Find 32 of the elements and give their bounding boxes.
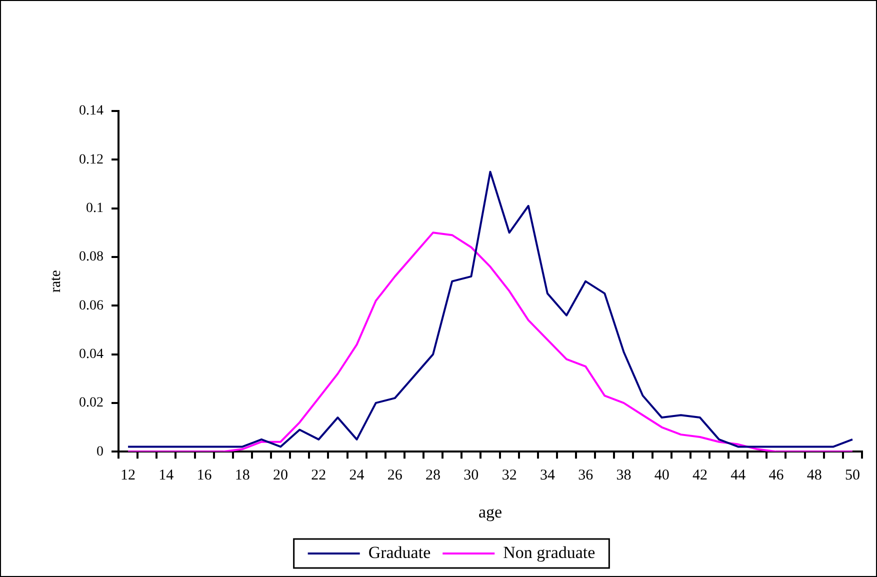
x-axis-title: age xyxy=(478,502,502,522)
x-tick-label: 18 xyxy=(234,468,250,484)
x-tick-label: 14 xyxy=(158,468,174,484)
y-tick-label: 0.06 xyxy=(79,298,104,314)
y-tick-label: 0.04 xyxy=(79,346,104,362)
x-tick-label: 34 xyxy=(540,468,556,484)
x-tick-label: 46 xyxy=(768,468,784,484)
x-tick-label: 40 xyxy=(654,468,670,484)
x-tick-label: 36 xyxy=(578,468,594,484)
legend-label: Non graduate xyxy=(503,542,596,562)
x-tick-label: 42 xyxy=(692,468,708,484)
x-tick-label: 48 xyxy=(806,468,822,484)
y-tick-label: 0.02 xyxy=(79,396,104,411)
x-tick-label: 24 xyxy=(349,468,365,484)
x-tick-label: 32 xyxy=(502,468,517,484)
legend-label: Graduate xyxy=(368,542,431,562)
y-tick-label: 0.08 xyxy=(79,250,104,265)
x-tick-label: 38 xyxy=(616,468,632,484)
x-tick-label: 20 xyxy=(273,468,288,484)
x-tick-label: 50 xyxy=(844,468,860,484)
y-tick-label: 0 xyxy=(96,444,104,460)
y-tick-label: 0.12 xyxy=(79,152,104,168)
x-tick-label: 28 xyxy=(426,468,441,484)
x-tick-label: 12 xyxy=(120,468,136,484)
x-tick-label: 26 xyxy=(387,468,403,484)
x-tick-label: 30 xyxy=(464,468,479,484)
y-tick-label: 0.1 xyxy=(86,200,104,216)
y-axis-title: rate xyxy=(48,270,64,293)
x-tick-label: 16 xyxy=(196,468,212,484)
y-tick-label: 0.14 xyxy=(79,104,104,119)
x-tick-label: 44 xyxy=(730,468,746,484)
x-tick-label: 22 xyxy=(311,468,326,484)
